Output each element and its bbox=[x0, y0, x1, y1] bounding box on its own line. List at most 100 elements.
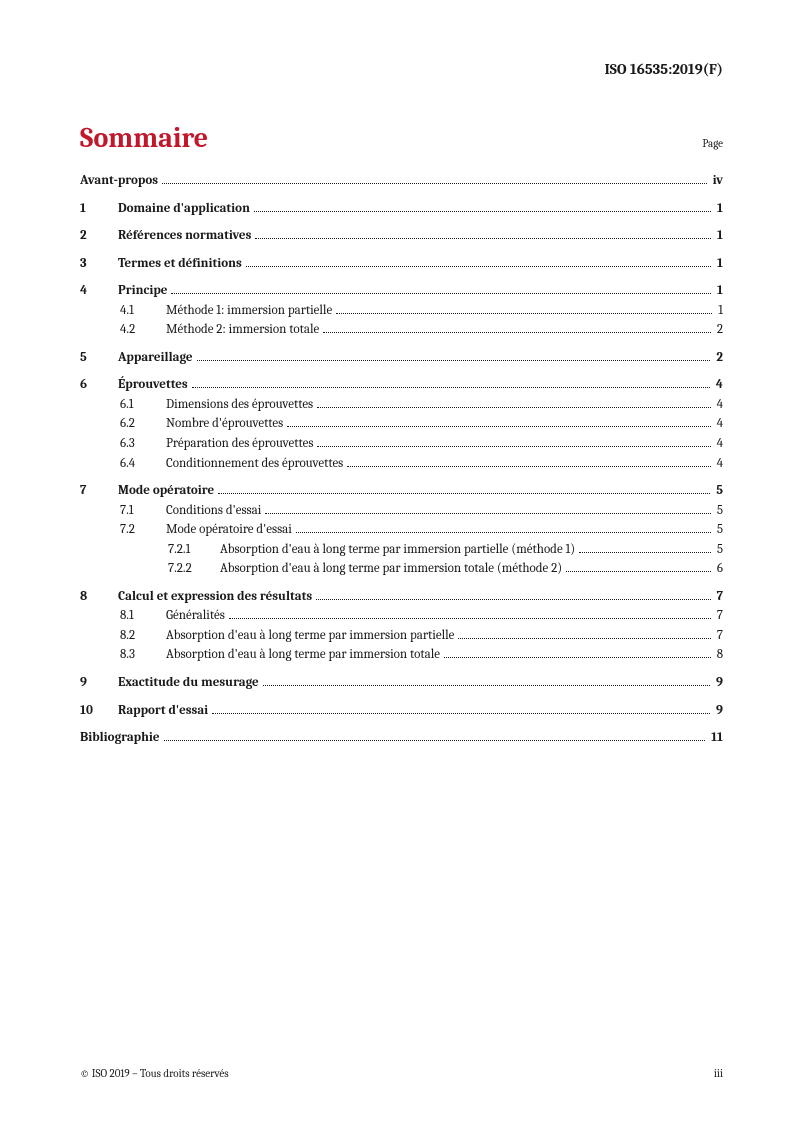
toc-page: 4 bbox=[715, 455, 723, 473]
toc-entry[interactable]: 7Mode opératoire 5 bbox=[80, 482, 723, 500]
toc-leader bbox=[246, 266, 711, 267]
toc-text: Exactitude du mesurage bbox=[118, 674, 259, 692]
toc-entry[interactable]: 8Calcul et expression des résultats7 bbox=[80, 588, 723, 606]
toc-leader bbox=[317, 407, 710, 408]
toc-number: 4.1 bbox=[120, 302, 166, 320]
toc-page: 4 bbox=[715, 435, 723, 453]
toc-number: 6.4 bbox=[120, 455, 166, 473]
toc-page: 7 bbox=[715, 627, 723, 645]
toc-text: Absorption d'eau à long terme par immers… bbox=[166, 646, 440, 664]
toc-page: 1 bbox=[715, 255, 723, 273]
toc-number: 3 bbox=[80, 255, 118, 273]
toc-entry[interactable]: 6.4Conditionnement des éprouvettes 4 bbox=[80, 455, 723, 473]
toc-number: 7 bbox=[80, 482, 118, 500]
toc-leader bbox=[579, 552, 711, 553]
toc-leader bbox=[229, 618, 711, 619]
toc-entry[interactable]: 7.2.1Absorption d'eau à long terme par i… bbox=[80, 541, 723, 559]
toc-text: Appareillage bbox=[118, 349, 193, 367]
toc-text: Bibliographie bbox=[80, 729, 160, 747]
toc-entry[interactable]: Bibliographie11 bbox=[80, 729, 723, 747]
toc-entry[interactable]: 8.1Généralités7 bbox=[80, 607, 723, 625]
toc-page: 4 bbox=[715, 396, 723, 414]
toc-text: Absorption d'eau à long terme par immers… bbox=[166, 627, 454, 645]
toc-number: 7.1 bbox=[120, 502, 166, 520]
toc-text: Éprouvettes bbox=[118, 376, 188, 394]
copyright: © ISO 2019 – Tous droits réservés bbox=[80, 1067, 229, 1080]
toc-page: iv bbox=[711, 172, 723, 190]
toc-number: 1 bbox=[80, 200, 118, 218]
toc-page: 2 bbox=[715, 321, 723, 339]
toc-entry[interactable]: 7.1Conditions d'essai5 bbox=[80, 502, 723, 520]
toc-leader bbox=[323, 332, 711, 333]
toc-number: 10 bbox=[80, 702, 118, 720]
toc-entry[interactable]: 7.2Mode opératoire d'essai5 bbox=[80, 521, 723, 539]
toc-page: 6 bbox=[715, 560, 723, 578]
toc-entry[interactable]: 6.3Préparation des éprouvettes4 bbox=[80, 435, 723, 453]
toc-text: Absorption d'eau à long terme par immers… bbox=[220, 541, 575, 559]
toc-page: 7 bbox=[715, 607, 723, 625]
toc-leader bbox=[263, 685, 710, 686]
toc-number: 6.1 bbox=[120, 396, 166, 414]
toc-text: Absorption d'eau à long terme par immers… bbox=[220, 560, 562, 578]
toc-number: 2 bbox=[80, 227, 118, 245]
toc-number: 8.1 bbox=[120, 607, 166, 625]
toc-page: 1 bbox=[716, 302, 723, 320]
toc-text: Avant-propos bbox=[80, 172, 158, 190]
toc-entry[interactable]: 6.1Dimensions des éprouvettes 4 bbox=[80, 396, 723, 414]
toc-leader bbox=[212, 713, 710, 714]
title-row: Sommaire Page bbox=[80, 122, 723, 154]
toc-number: 7.2.2 bbox=[168, 560, 220, 578]
toc-number: 7.2 bbox=[120, 521, 166, 539]
toc-entry[interactable]: 4.1Méthode 1: immersion partielle1 bbox=[80, 302, 723, 320]
toc-leader bbox=[296, 532, 711, 533]
toc-leader bbox=[164, 740, 705, 741]
toc-leader bbox=[255, 238, 711, 239]
toc-leader bbox=[316, 599, 710, 600]
toc-text: Mode opératoire bbox=[118, 482, 214, 500]
toc-page: 5 bbox=[714, 482, 723, 500]
toc-entry[interactable]: 6Éprouvettes4 bbox=[80, 376, 723, 394]
toc-page: 1 bbox=[715, 200, 723, 218]
toc-leader bbox=[317, 446, 710, 447]
page-column-label: Page bbox=[702, 137, 723, 150]
toc-number: 5 bbox=[80, 349, 118, 367]
toc-number: 8.2 bbox=[120, 627, 166, 645]
toc-entry[interactable]: 10Rapport d'essai9 bbox=[80, 702, 723, 720]
toc-entry[interactable]: 4.2Méthode 2: immersion totale2 bbox=[80, 321, 723, 339]
toc-entry[interactable]: 7.2.2Absorption d'eau à long terme par i… bbox=[80, 560, 723, 578]
toc-leader bbox=[566, 571, 711, 572]
toc-text: Dimensions des éprouvettes bbox=[166, 396, 313, 414]
toc-leader bbox=[218, 493, 710, 494]
toc-entry[interactable]: 1Domaine d'application1 bbox=[80, 200, 723, 218]
document-code: ISO 16535:2019(F) bbox=[80, 60, 723, 78]
toc-entry[interactable]: 8.2Absorption d'eau à long terme par imm… bbox=[80, 627, 723, 645]
toc-leader bbox=[347, 466, 710, 467]
toc-page: 9 bbox=[714, 674, 723, 692]
toc-number: 7.2.1 bbox=[168, 541, 220, 559]
toc-page: 8 bbox=[715, 646, 723, 664]
toc-text: Rapport d'essai bbox=[118, 702, 208, 720]
toc-number: 4 bbox=[80, 282, 118, 300]
toc-page: 4 bbox=[714, 376, 723, 394]
toc-page: 5 bbox=[715, 502, 723, 520]
toc-page: 1 bbox=[715, 227, 723, 245]
toc-entry[interactable]: 6.2Nombre d'éprouvettes4 bbox=[80, 415, 723, 433]
toc-entry[interactable]: 8.3Absorption d'eau à long terme par imm… bbox=[80, 646, 723, 664]
toc-leader bbox=[192, 387, 710, 388]
toc-number: 9 bbox=[80, 674, 118, 692]
footer: © ISO 2019 – Tous droits réservés iii bbox=[80, 1067, 723, 1080]
page-number: iii bbox=[714, 1067, 723, 1080]
toc-entry[interactable]: 3Termes et définitions 1 bbox=[80, 255, 723, 273]
toc-entry[interactable]: 2Références normatives1 bbox=[80, 227, 723, 245]
toc-entry[interactable]: 9Exactitude du mesurage9 bbox=[80, 674, 723, 692]
toc-leader bbox=[162, 183, 707, 184]
toc-page: 2 bbox=[714, 349, 723, 367]
toc-entry[interactable]: 5Appareillage 2 bbox=[80, 349, 723, 367]
page: ISO 16535:2019(F) Sommaire Page Avant-pr… bbox=[0, 0, 793, 1122]
toc-text: Termes et définitions bbox=[118, 255, 242, 273]
toc-text: Conditionnement des éprouvettes bbox=[166, 455, 343, 473]
toc-leader bbox=[287, 426, 710, 427]
toc-text: Nombre d'éprouvettes bbox=[166, 415, 283, 433]
toc-entry[interactable]: Avant-propos iv bbox=[80, 172, 723, 190]
toc-entry[interactable]: 4Principe1 bbox=[80, 282, 723, 300]
